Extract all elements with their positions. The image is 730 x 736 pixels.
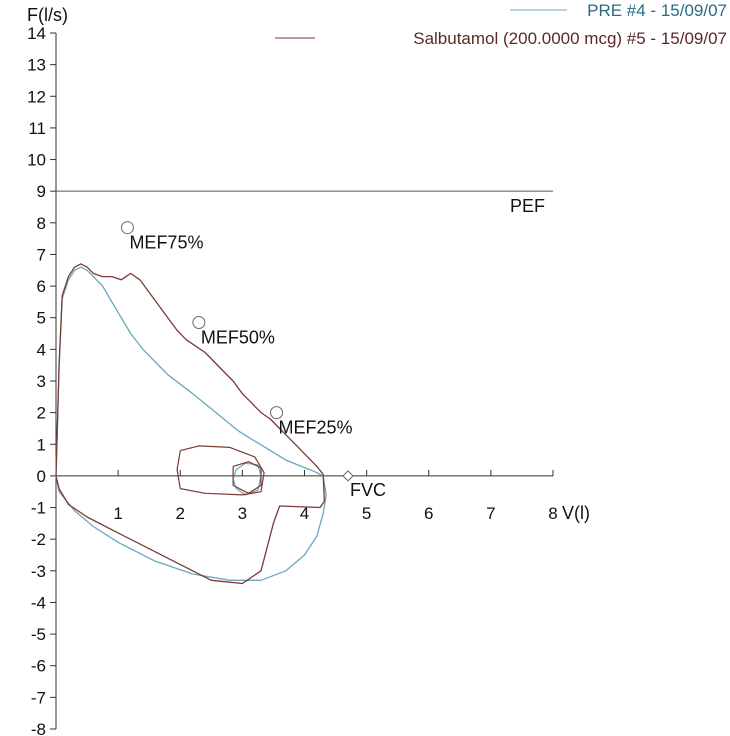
markers-layer: MEF75% MEF50% MEF25% FVC (120, 221, 386, 500)
marker-1 (192, 315, 206, 329)
x-tick-label: 8 (548, 504, 557, 523)
y-tick-label: -1 (31, 499, 46, 518)
legend-entry-pre: PRE #4 - 15/09/07 (587, 1, 727, 20)
series-line-1 (55, 263, 326, 585)
series-layer (55, 263, 327, 585)
y-tick-label: -5 (31, 625, 46, 644)
series-line-0 (55, 266, 327, 581)
x-tick-label: 4 (300, 504, 309, 523)
y-tick-label: 10 (27, 151, 46, 170)
tidal-loop-2 (232, 461, 262, 494)
marker-fvc (342, 470, 354, 482)
marker-label-fvc: FVC (350, 480, 386, 500)
y-tick-label: 7 (37, 245, 46, 264)
y-tick-label: 5 (37, 309, 46, 328)
marker-2 (270, 406, 284, 420)
y-tick-label: 14 (27, 24, 46, 43)
y-tick-label: 12 (27, 87, 46, 106)
x-tick-label: 5 (362, 504, 371, 523)
marker-label-0: MEF75% (129, 233, 203, 253)
x-tick-label: 1 (113, 504, 122, 523)
y-tick-label: -6 (31, 657, 46, 676)
marker-0 (120, 221, 134, 235)
x-tick-label: 6 (424, 504, 433, 523)
marker-label-1: MEF50% (201, 327, 275, 347)
x-axis-ticks: 1 2 3 4 5 6 7 8 (113, 469, 558, 523)
y-tick-label: 0 (37, 467, 46, 486)
y-tick-label: -3 (31, 562, 46, 581)
legend-entry-salbutamol: Salbutamol (200.0000 mcg) #5 - 15/09/07 (413, 29, 727, 48)
y-tick-label: -4 (31, 593, 46, 612)
x-axis-label: V(l) (562, 503, 590, 523)
y-tick-label: 4 (37, 340, 46, 359)
marker-label-2: MEF25% (279, 418, 353, 438)
tidal-loop-0 (232, 462, 262, 496)
y-tick-label: 13 (27, 56, 46, 75)
y-tick-label: -8 (31, 720, 46, 736)
pef-label: PEF (510, 196, 545, 216)
y-tick-label: -7 (31, 688, 46, 707)
y-tick-label: 2 (37, 404, 46, 423)
x-tick-label: 2 (176, 504, 185, 523)
y-tick-label: 9 (37, 182, 46, 201)
y-tick-label: 8 (37, 214, 46, 233)
y-tick-label: 11 (28, 119, 46, 138)
x-tick-label: 3 (238, 504, 247, 523)
y-axis-label: F(l/s) (27, 5, 68, 25)
y-tick-label: -2 (31, 530, 46, 549)
legend: PRE #4 - 15/09/07 Salbutamol (200.0000 m… (275, 1, 727, 48)
x-tick-label: 7 (486, 504, 495, 523)
y-tick-label: 6 (37, 277, 46, 296)
y-tick-label: 1 (37, 435, 46, 454)
tidal-loop-1 (176, 445, 265, 496)
y-tick-label: 3 (37, 372, 46, 391)
